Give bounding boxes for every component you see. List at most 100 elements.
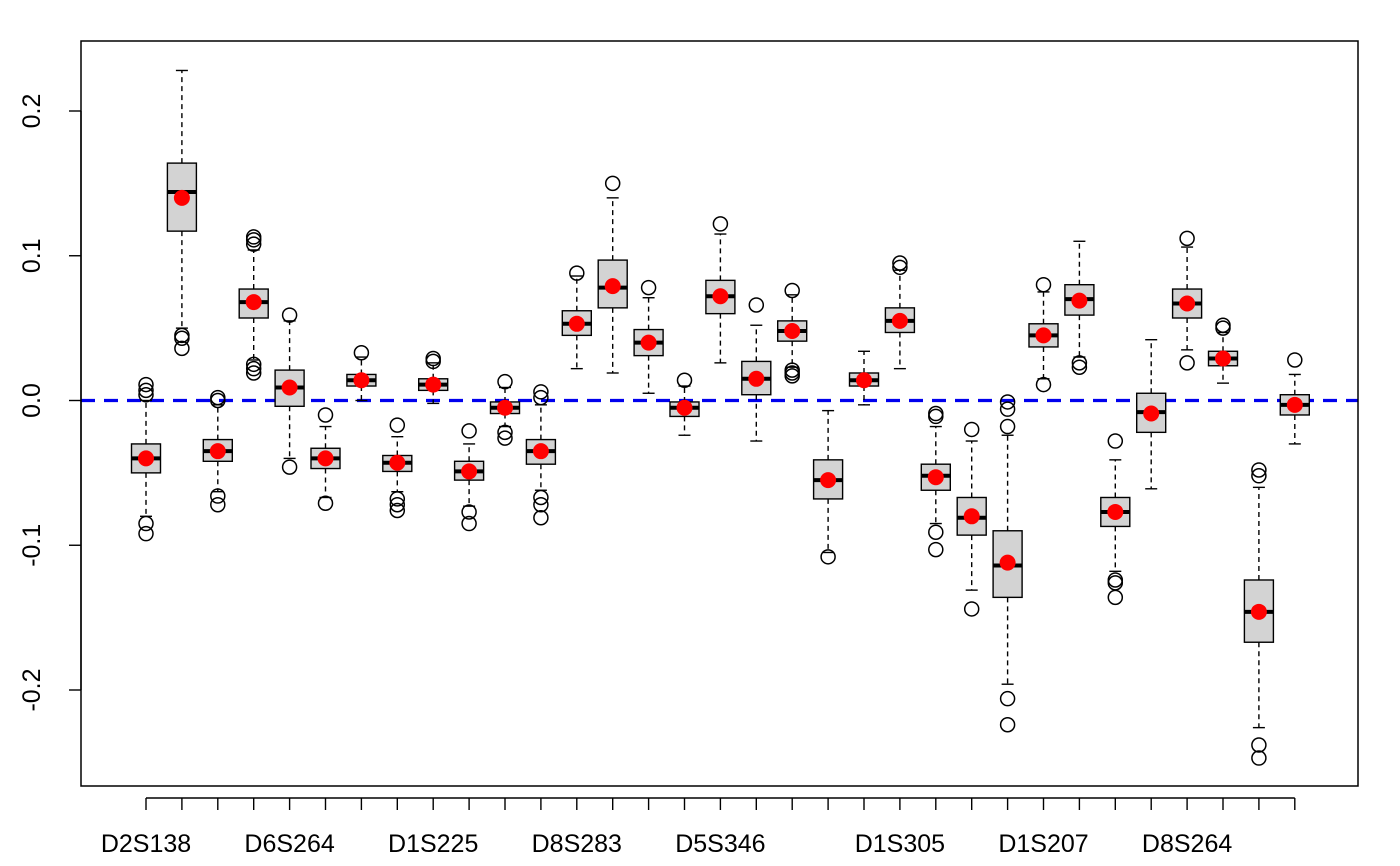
- mean-point: [568, 315, 585, 332]
- box-group-24: [956, 421, 987, 617]
- outlier-point: [748, 297, 765, 313]
- box-group-25: [992, 394, 1023, 733]
- y-tick-label: 0.2: [18, 94, 46, 129]
- outlier-point: [533, 509, 549, 526]
- box-group-11: [489, 373, 521, 446]
- box-group-19: [777, 282, 808, 384]
- outlier-point: [999, 716, 1016, 733]
- outlier-point: [174, 340, 190, 357]
- outlier-point: [676, 372, 693, 388]
- outlier-point: [533, 389, 549, 406]
- box-group-14: [597, 175, 628, 374]
- box-group-16: [669, 372, 700, 436]
- box-group-31: [1207, 317, 1239, 384]
- x-tick-label: D5S346: [675, 830, 765, 858]
- box-group-5: [274, 307, 305, 475]
- mean-point: [856, 372, 872, 389]
- box-group-29: [1135, 339, 1167, 490]
- y-tick-label: 0.1: [18, 238, 46, 273]
- outlier-point: [389, 502, 406, 519]
- box-group-22: [884, 255, 916, 370]
- x-tick-label: D8S264: [1142, 830, 1232, 858]
- outlier-point: [1251, 750, 1267, 766]
- mean-point: [1107, 503, 1124, 520]
- mean-point: [748, 370, 765, 387]
- outlier-point: [210, 389, 226, 406]
- outlier-point: [533, 496, 549, 513]
- box-group-13: [561, 265, 592, 370]
- box-group-9: [418, 350, 449, 405]
- outlier-point: [1215, 317, 1231, 333]
- y-tick-label: 0.0: [18, 383, 46, 418]
- outlier-point: [353, 344, 370, 361]
- mean-point: [461, 463, 478, 480]
- mean-point: [640, 334, 657, 351]
- x-tick-label: D1S225: [388, 830, 478, 858]
- outlier-point: [1179, 230, 1195, 247]
- box-group-3: [202, 389, 234, 513]
- x-tick-label: D1S207: [998, 830, 1088, 858]
- outlier-point: [640, 279, 657, 296]
- outlier-point: [1179, 355, 1195, 371]
- mean-point: [820, 472, 837, 489]
- outlier-point: [820, 549, 836, 565]
- box-group-6: [310, 407, 341, 512]
- outlier-point: [892, 255, 908, 271]
- outlier-point: [1035, 276, 1052, 293]
- x-tick-label: D1S305: [855, 830, 945, 858]
- outlier-point: [461, 423, 477, 439]
- mean-point: [1035, 327, 1052, 344]
- outlier-point: [999, 690, 1016, 707]
- box-group-27: [1064, 240, 1095, 375]
- outlier-point: [1251, 737, 1267, 753]
- x-axis: D2S138 D6S264 D1S225 D8S283 D5S346 D1S305 D1S2…: [101, 797, 1296, 858]
- outlier-point: [784, 282, 800, 299]
- outlier-point: [245, 360, 262, 377]
- outlier-point: [999, 401, 1016, 417]
- outlier-point: [138, 382, 154, 399]
- outlier-point: [281, 307, 298, 323]
- outlier-point: [928, 524, 944, 540]
- outlier-point: [928, 405, 944, 422]
- outlier-point: [963, 601, 980, 617]
- outlier-point: [245, 229, 262, 245]
- outlier-point: [461, 504, 477, 520]
- box-group-23: [920, 405, 951, 558]
- outlier-point: [497, 430, 513, 446]
- box-group-30: [1171, 230, 1203, 371]
- boxes-layer: [130, 69, 1311, 766]
- mean-point: [604, 278, 621, 295]
- box-group-28: [1100, 433, 1131, 606]
- mean-point: [1071, 292, 1088, 309]
- outlier-point: [281, 459, 298, 475]
- box-group-17: [705, 216, 736, 364]
- mean-point: [927, 469, 944, 486]
- outlier-point: [210, 488, 226, 504]
- mean-point: [425, 376, 442, 393]
- outlier-point: [461, 515, 477, 532]
- outlier-point: [138, 376, 154, 393]
- outlier-point: [604, 175, 621, 192]
- outlier-point: [1251, 462, 1267, 478]
- mean-point: [317, 450, 334, 467]
- outlier-point: [1287, 352, 1303, 368]
- box-group-18: [741, 297, 772, 442]
- box-group-32: [1243, 462, 1275, 766]
- box-group-2: [166, 69, 198, 357]
- mean-point: [1143, 405, 1160, 422]
- x-tick-label: D8S283: [532, 830, 622, 858]
- outlier-point: [245, 356, 262, 373]
- mean-point: [353, 372, 370, 389]
- box-group-26: [1028, 276, 1059, 393]
- outlier-point: [999, 418, 1016, 435]
- outlier-point: [138, 515, 154, 532]
- mean-point: [245, 294, 262, 311]
- mean-point: [1250, 603, 1267, 620]
- outlier-point: [533, 489, 549, 506]
- mean-point: [173, 189, 190, 206]
- y-tick-label: -0.2: [18, 668, 46, 711]
- outlier-point: [174, 330, 190, 347]
- mean-point: [497, 399, 513, 416]
